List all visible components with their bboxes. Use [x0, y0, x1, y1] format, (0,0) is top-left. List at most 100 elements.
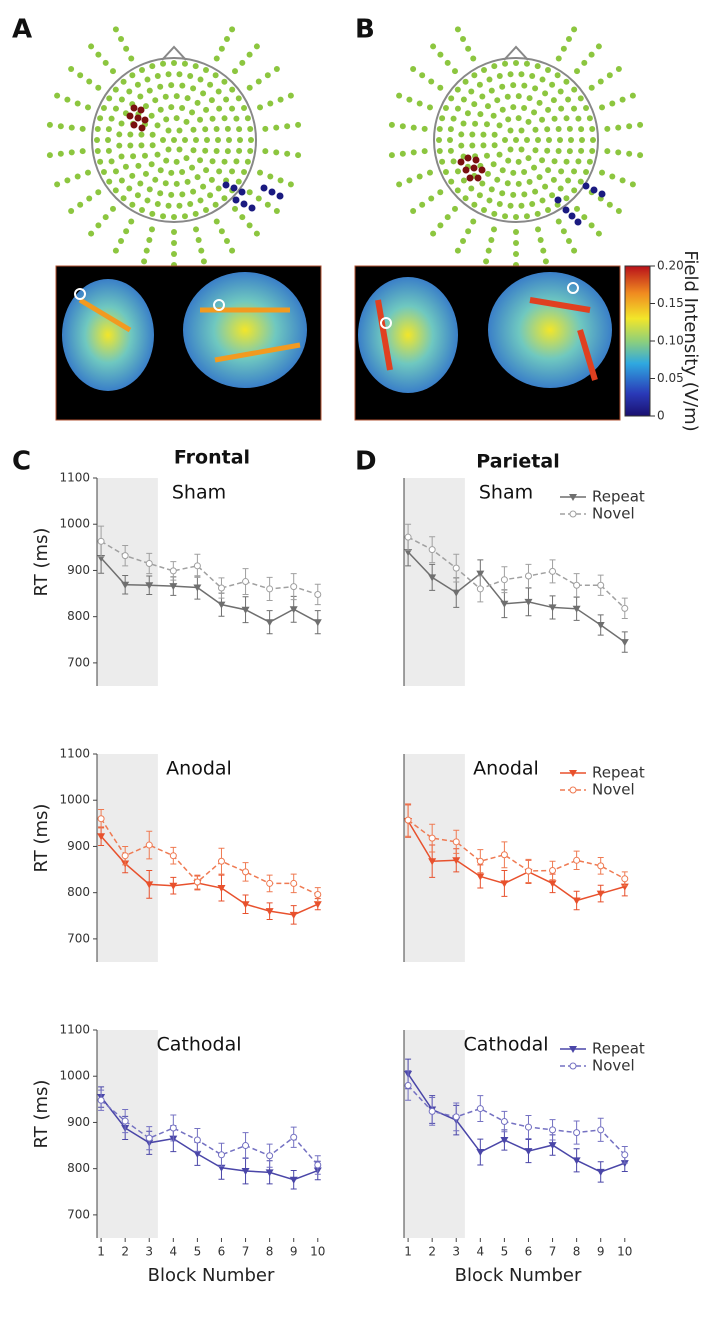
electrode [247, 189, 253, 195]
electrode [508, 203, 514, 209]
x-tick-label: 2 [121, 1245, 129, 1259]
electrode [219, 228, 225, 234]
electrode [497, 201, 503, 207]
electrode [451, 158, 457, 164]
electrode [257, 104, 263, 110]
y-tick-label: 900 [67, 563, 90, 577]
electrode [195, 174, 201, 180]
electrode [150, 132, 156, 138]
electrode [163, 94, 169, 100]
electrode [389, 152, 395, 158]
marker [218, 858, 224, 864]
electrode [505, 116, 511, 122]
electrode [472, 121, 478, 127]
electrode [216, 88, 222, 94]
marker [525, 573, 531, 579]
y-tick-label: 800 [67, 609, 90, 623]
electrode [406, 177, 412, 183]
electrode [58, 151, 64, 157]
electrode [461, 96, 467, 102]
electrode [471, 101, 477, 107]
electrode [126, 186, 132, 192]
y-tick-label: 1100 [59, 471, 90, 485]
electrode [510, 104, 516, 110]
electrode [85, 170, 91, 176]
electrode [54, 181, 60, 187]
electrode [155, 122, 161, 128]
electrode [443, 169, 449, 175]
electrode [389, 122, 395, 128]
electrode [556, 126, 562, 132]
electrode [179, 191, 185, 197]
electrode [142, 153, 148, 159]
x-tick-label: 10 [310, 1245, 325, 1259]
electrode [552, 116, 558, 122]
electrode [491, 63, 497, 69]
marker [170, 853, 176, 859]
electrode [174, 115, 180, 121]
electrode [239, 214, 245, 220]
electrode-return [591, 187, 598, 194]
x-tick-label: 4 [477, 1245, 485, 1259]
electrode [481, 67, 487, 73]
electrode [121, 195, 127, 201]
electrode [69, 149, 75, 155]
electrode [215, 137, 221, 143]
electrode [152, 177, 158, 183]
marker [622, 876, 628, 882]
electrode [543, 258, 549, 264]
electrode [129, 173, 135, 179]
electrode [229, 87, 235, 93]
electrode [583, 105, 589, 111]
electrode [185, 95, 191, 101]
electrode [497, 73, 503, 79]
electrode [138, 132, 144, 138]
electrode [561, 46, 567, 52]
electrode [177, 127, 183, 133]
electrode [174, 159, 180, 165]
panel-label: C [12, 447, 31, 477]
electrode [596, 43, 602, 49]
electrode [143, 171, 149, 177]
electrode [160, 213, 166, 219]
electrode [637, 122, 643, 128]
electrode [149, 211, 155, 217]
electrode [428, 78, 434, 84]
marker [453, 1114, 459, 1120]
electrode [581, 214, 587, 220]
electrode [525, 119, 531, 125]
marker [194, 563, 200, 569]
electrode [123, 164, 129, 170]
electrode [590, 137, 596, 143]
electrode [465, 46, 471, 52]
electrode [488, 237, 494, 243]
electrode [587, 115, 593, 121]
x-tick-label: 8 [573, 1245, 581, 1259]
electrode [470, 218, 476, 224]
electrode-return [269, 189, 276, 196]
y-tick-label: 700 [67, 1207, 90, 1221]
electrode [58, 123, 64, 129]
electrode [575, 158, 581, 164]
electrode [195, 100, 201, 106]
electrode [609, 174, 615, 180]
marker [550, 867, 556, 873]
electrode [182, 137, 188, 143]
panel-label: B [355, 15, 375, 45]
electrode [505, 94, 511, 100]
electrode [126, 88, 132, 94]
electrode [179, 83, 185, 89]
electrode [549, 82, 555, 88]
electrode [491, 226, 497, 232]
y-axis-label: RT (ms) [31, 528, 52, 597]
electrode [106, 179, 112, 185]
y-tick-label: 800 [67, 1161, 90, 1175]
marker [550, 568, 556, 574]
electrode [460, 36, 466, 42]
electrode [119, 121, 125, 127]
electrode [477, 82, 483, 88]
electrode [455, 187, 461, 193]
electrode [510, 170, 516, 176]
electrode [80, 126, 86, 132]
electrode [245, 115, 251, 121]
